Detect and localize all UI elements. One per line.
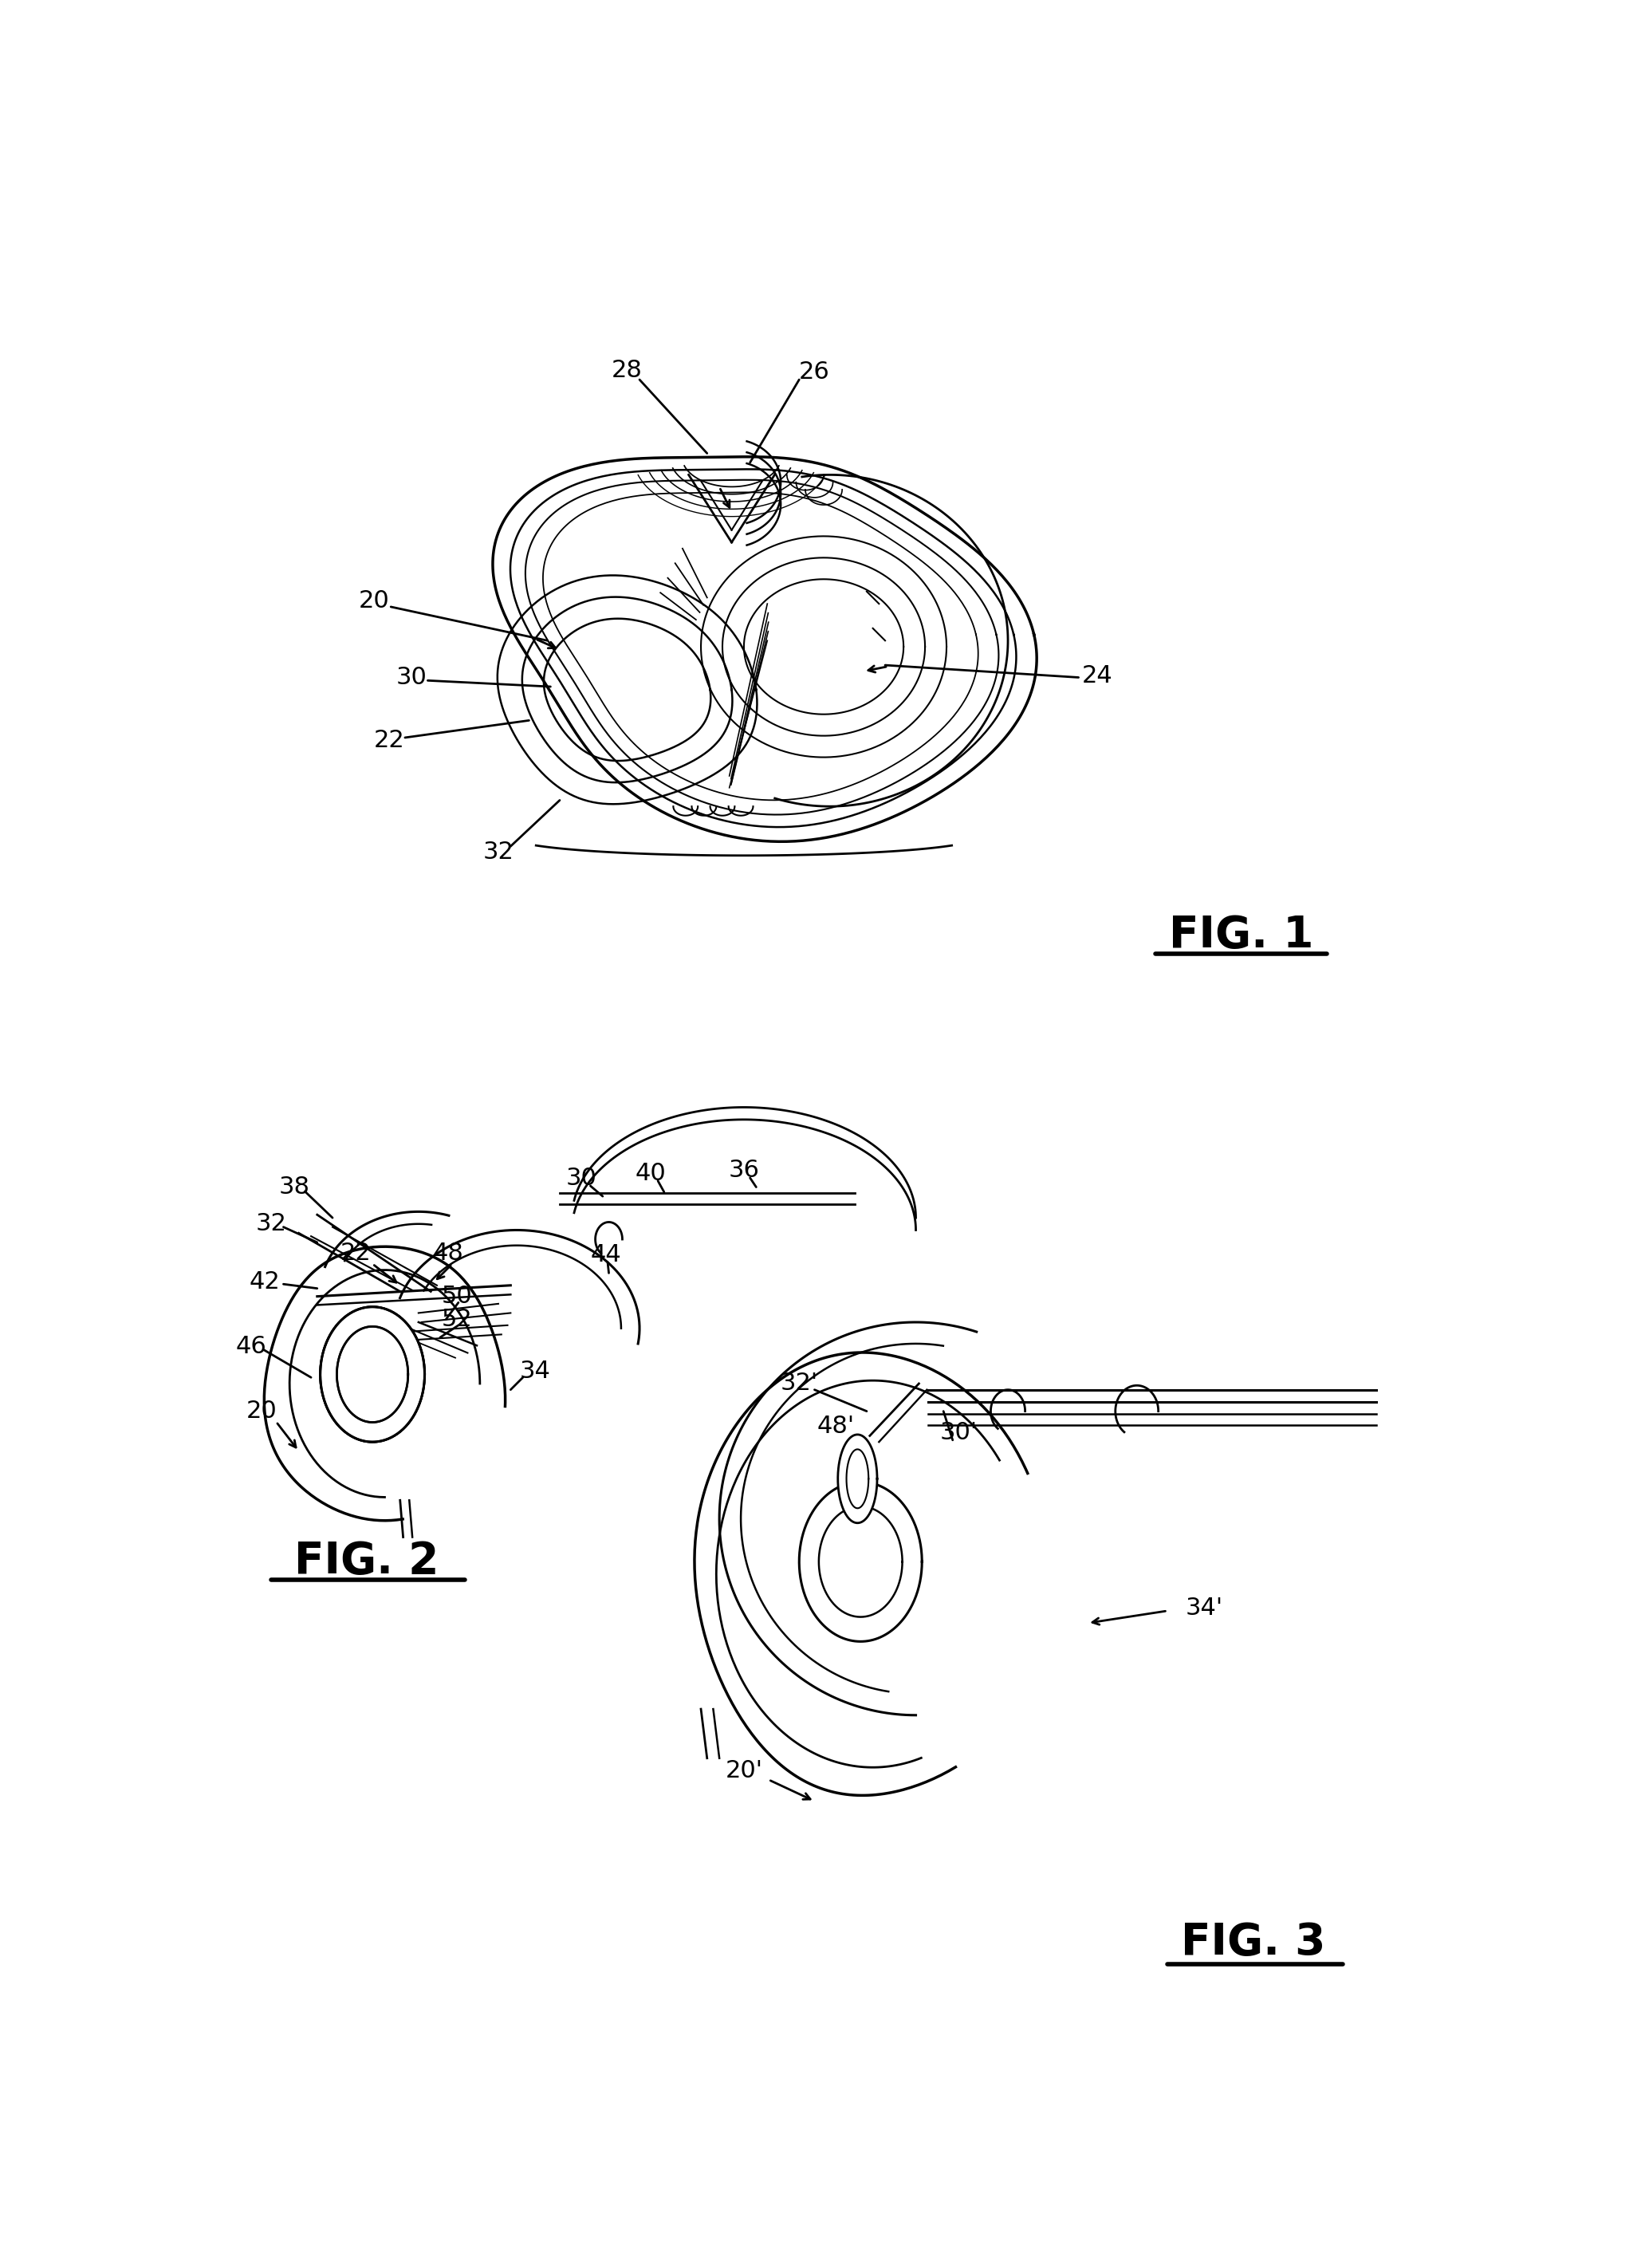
Polygon shape [321, 1306, 424, 1442]
Text: 32: 32 [255, 1213, 286, 1236]
Text: 20': 20' [725, 1760, 763, 1783]
Text: 20: 20 [247, 1399, 278, 1422]
Polygon shape [819, 1506, 903, 1617]
Text: 52: 52 [441, 1309, 472, 1331]
Text: 32': 32' [780, 1372, 818, 1395]
Text: 24: 24 [1081, 665, 1112, 687]
Text: 20: 20 [359, 590, 390, 612]
Text: 26: 26 [799, 361, 831, 383]
Text: 34': 34' [1186, 1597, 1224, 1619]
Text: 32: 32 [484, 841, 513, 864]
Polygon shape [337, 1327, 408, 1422]
Text: 30: 30 [566, 1166, 597, 1188]
Text: 30: 30 [396, 667, 426, 689]
Text: 22: 22 [373, 728, 405, 751]
Text: 30': 30' [939, 1422, 977, 1445]
Text: 46: 46 [235, 1336, 266, 1359]
Polygon shape [337, 1327, 408, 1422]
Text: 48': 48' [818, 1415, 855, 1438]
Polygon shape [847, 1449, 869, 1508]
Text: 44: 44 [591, 1243, 622, 1266]
Text: 28: 28 [612, 358, 643, 381]
Text: 48: 48 [433, 1243, 464, 1266]
Text: 38: 38 [280, 1175, 309, 1200]
Text: 42: 42 [250, 1270, 280, 1293]
Text: FIG. 3: FIG. 3 [1181, 1921, 1326, 1964]
Text: FIG. 1: FIG. 1 [1170, 914, 1314, 957]
Polygon shape [799, 1481, 921, 1642]
Text: 36: 36 [729, 1159, 760, 1182]
Polygon shape [837, 1436, 877, 1524]
Polygon shape [321, 1306, 424, 1442]
Text: 40: 40 [635, 1161, 666, 1186]
Text: FIG. 2: FIG. 2 [294, 1540, 439, 1583]
Text: 50: 50 [441, 1286, 472, 1309]
Text: 22: 22 [341, 1243, 372, 1266]
Text: 34: 34 [520, 1361, 551, 1383]
